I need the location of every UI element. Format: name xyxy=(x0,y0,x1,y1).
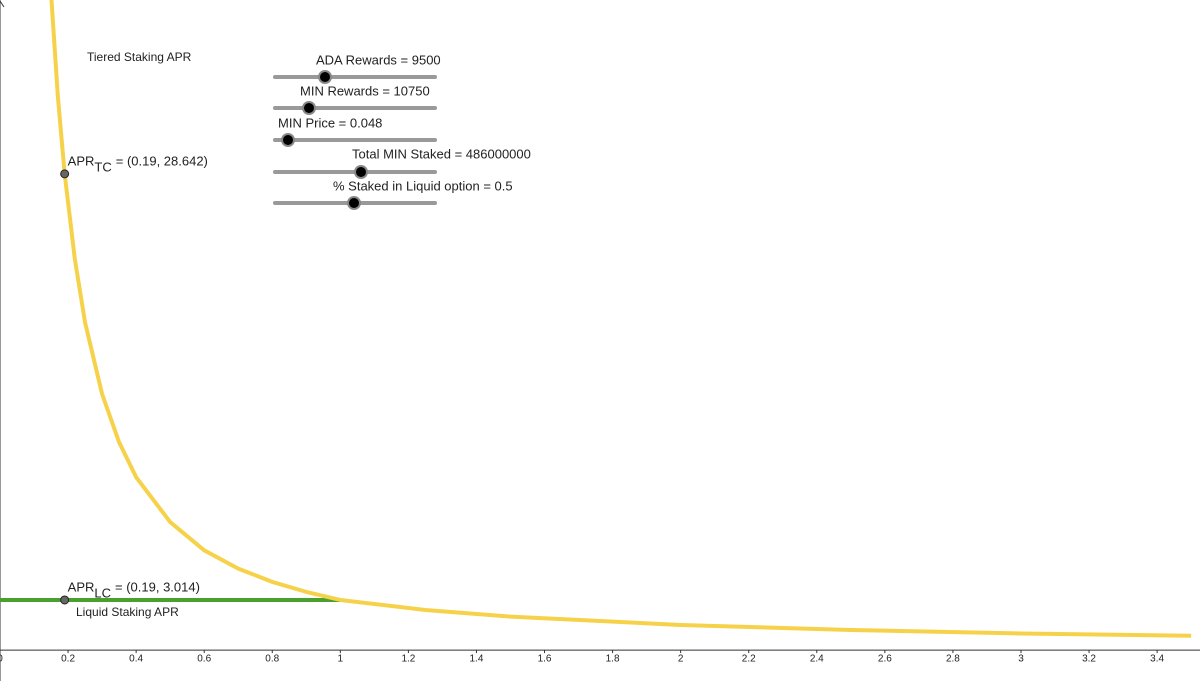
point-subscript: LC xyxy=(94,585,111,600)
point-name: APR xyxy=(68,579,95,594)
x-tick-label: 0.6 xyxy=(197,654,211,665)
point-subscript: TC xyxy=(94,159,111,174)
slider-knob[interactable] xyxy=(347,196,361,210)
point xyxy=(60,169,70,179)
x-tick-label: 3.2 xyxy=(1082,654,1096,665)
curve xyxy=(49,0,1192,638)
slider-label: MIN Rewards = 10750 xyxy=(300,83,430,98)
x-tick-label: 1.2 xyxy=(401,654,415,665)
x-tick-label: 1 xyxy=(338,654,344,665)
slider-knob[interactable] xyxy=(281,133,295,147)
curve-label: Liquid Staking APR xyxy=(76,605,179,619)
x-tick-label: 1.4 xyxy=(470,654,484,665)
point-label: = (0.19, 3.014) xyxy=(115,579,200,594)
x-tick-label: 0.8 xyxy=(265,654,279,665)
x-tick-label: 0.2 xyxy=(61,654,75,665)
y-axis-arrow xyxy=(0,0,5,8)
x-tick-label: 2.6 xyxy=(878,654,892,665)
slider-knob[interactable] xyxy=(302,101,316,115)
x-tick-label: 2 xyxy=(678,654,684,665)
curve-label: Tiered Staking APR xyxy=(87,50,192,64)
x-tick-label: 2.4 xyxy=(810,654,824,665)
slider-label: Total MIN Staked = 486000000 xyxy=(352,146,531,161)
point xyxy=(60,595,70,605)
x-tick-label: 2.2 xyxy=(742,654,756,665)
sliders: ADA Rewards = 9500 MIN Rewards = 10750 MIN… xyxy=(273,52,531,210)
slider-label: ADA Rewards = 9500 xyxy=(316,52,441,67)
x-tick-label: 1.6 xyxy=(538,654,552,665)
slider-label: MIN Price = 0.048 xyxy=(278,115,382,130)
x-tick-label: 0 xyxy=(0,654,3,665)
x-tick-label: 2.8 xyxy=(946,654,960,665)
point-label: = (0.19, 28.642) xyxy=(116,153,208,168)
x-tick-label: 1.8 xyxy=(606,654,620,665)
x-tick-label: 3 xyxy=(1018,654,1024,665)
slider-label: % Staked in Liquid option = 0.5 xyxy=(333,178,513,193)
x-tick-label: 0.4 xyxy=(129,654,143,665)
point-name: APR xyxy=(68,153,95,168)
slider-knob[interactable] xyxy=(354,165,368,179)
slider-knob[interactable] xyxy=(318,70,332,84)
x-tick-label: 3.4 xyxy=(1150,654,1164,665)
